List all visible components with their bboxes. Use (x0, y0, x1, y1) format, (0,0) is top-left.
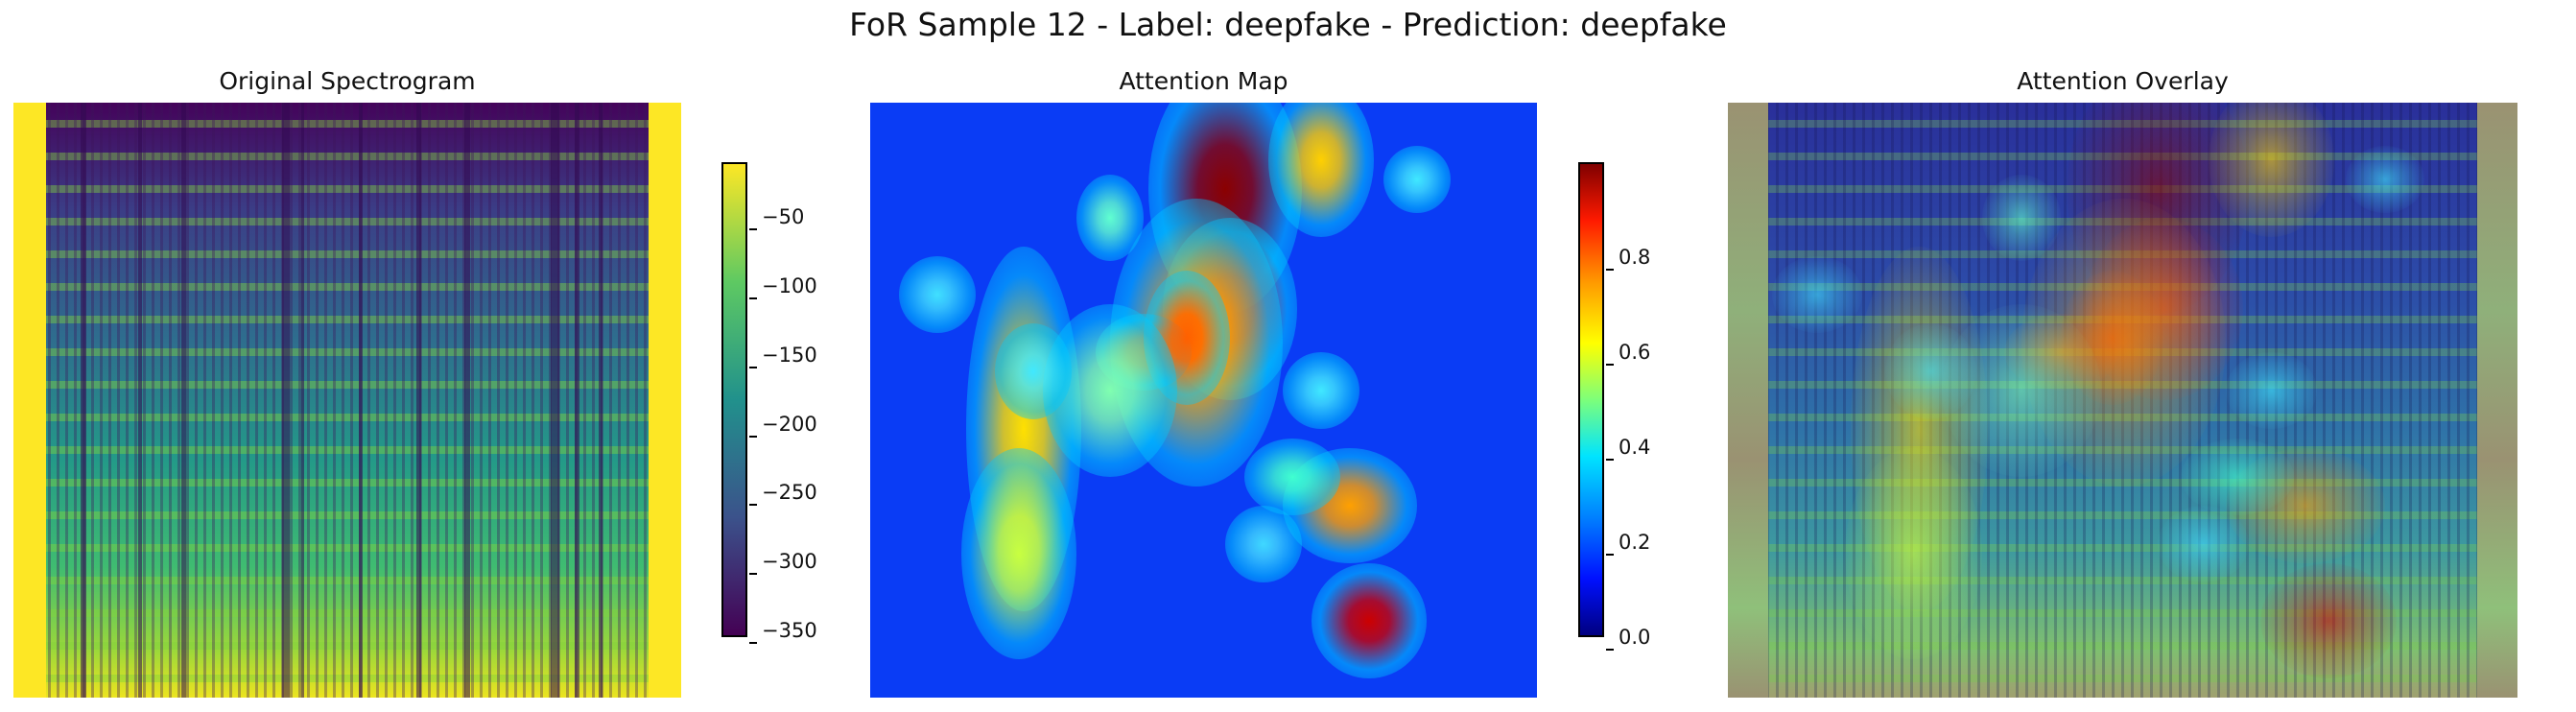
overlay-blob (1884, 323, 1976, 419)
overlay-blob (2259, 563, 2397, 678)
attention-colorbar-tick-label: 0.0 (1605, 626, 1650, 660)
spectrogram-streak (282, 103, 290, 698)
spectrogram-title: Original Spectrogram (219, 67, 476, 95)
overlay-blob (1845, 448, 1982, 659)
figure-title: FoR Sample 12 - Label: deepfake - Predic… (849, 6, 1727, 43)
spectrogram-left-edge (13, 103, 46, 698)
spectrogram-streak (464, 103, 470, 698)
overlay-blob (1771, 256, 1863, 333)
attention-blob (1312, 563, 1427, 678)
spectrogram-streak (181, 103, 186, 698)
spectrogram-streak (575, 103, 579, 698)
spectrogram-colorbar (721, 162, 747, 637)
attention-colorbar-tick-label: 0.4 (1605, 436, 1650, 470)
spectrogram-colorbar-tick-label: −50 (748, 205, 804, 240)
overlay-image (1728, 103, 2517, 698)
overlay-blob (2158, 506, 2249, 582)
spectrogram-streak (138, 103, 142, 698)
spectrogram-streak (301, 103, 304, 698)
overlay-blob (2226, 352, 2317, 429)
attention-blob (899, 256, 976, 333)
overlay-blob (2209, 103, 2334, 237)
spectrogram-colorbar-tick-label: −200 (749, 413, 817, 447)
spectrogram-streak (81, 103, 86, 698)
attention-colorbar-tick-label: 0.2 (1605, 531, 1650, 565)
spectrogram-colorbar-tick-label: −250 (749, 481, 817, 515)
spectrogram-right-edge (649, 103, 681, 698)
attention-blob (1283, 352, 1359, 429)
overlay-blob (1981, 175, 2062, 261)
attention-blob (1268, 103, 1374, 237)
attention-blob (1225, 506, 1302, 582)
overlay-left-edge (1728, 103, 1768, 698)
attention-blob (961, 448, 1076, 659)
attention-colorbar-tick-label: 0.8 (1605, 246, 1650, 280)
spectrogram-colorbar-tick-label: −300 (749, 550, 817, 584)
attention-colorbar-tick-label: 0.6 (1605, 341, 1650, 375)
spectrogram-colorbar-tick-label: −350 (749, 619, 817, 653)
spectrogram-streak (599, 103, 603, 698)
spectrogram-streak (416, 103, 421, 698)
overlay-blob (2345, 146, 2425, 213)
attention-blob (1383, 146, 1451, 213)
spectrogram-image (13, 103, 681, 698)
overlay-right-edge (2477, 103, 2517, 698)
spectrogram-colorbar-tick-label: −100 (749, 274, 817, 309)
attention-blob (1076, 175, 1144, 261)
attention-blob (995, 323, 1072, 419)
overlay-blob (2180, 439, 2295, 515)
attention-map-image (870, 103, 1537, 698)
spectrogram-streak (551, 103, 559, 698)
attention-blob (1244, 439, 1340, 515)
spectrogram-colorbar-tick-label: −150 (749, 344, 817, 378)
attention-map-title: Attention Map (1119, 67, 1288, 95)
overlay-title: Attention Overlay (2017, 67, 2229, 95)
attention-colorbar (1578, 162, 1604, 637)
spectrogram-streak (359, 103, 363, 698)
